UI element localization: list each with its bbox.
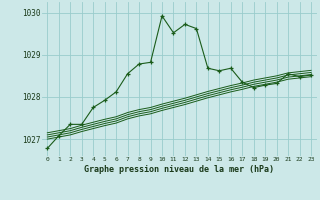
X-axis label: Graphe pression niveau de la mer (hPa): Graphe pression niveau de la mer (hPa) [84,165,274,174]
